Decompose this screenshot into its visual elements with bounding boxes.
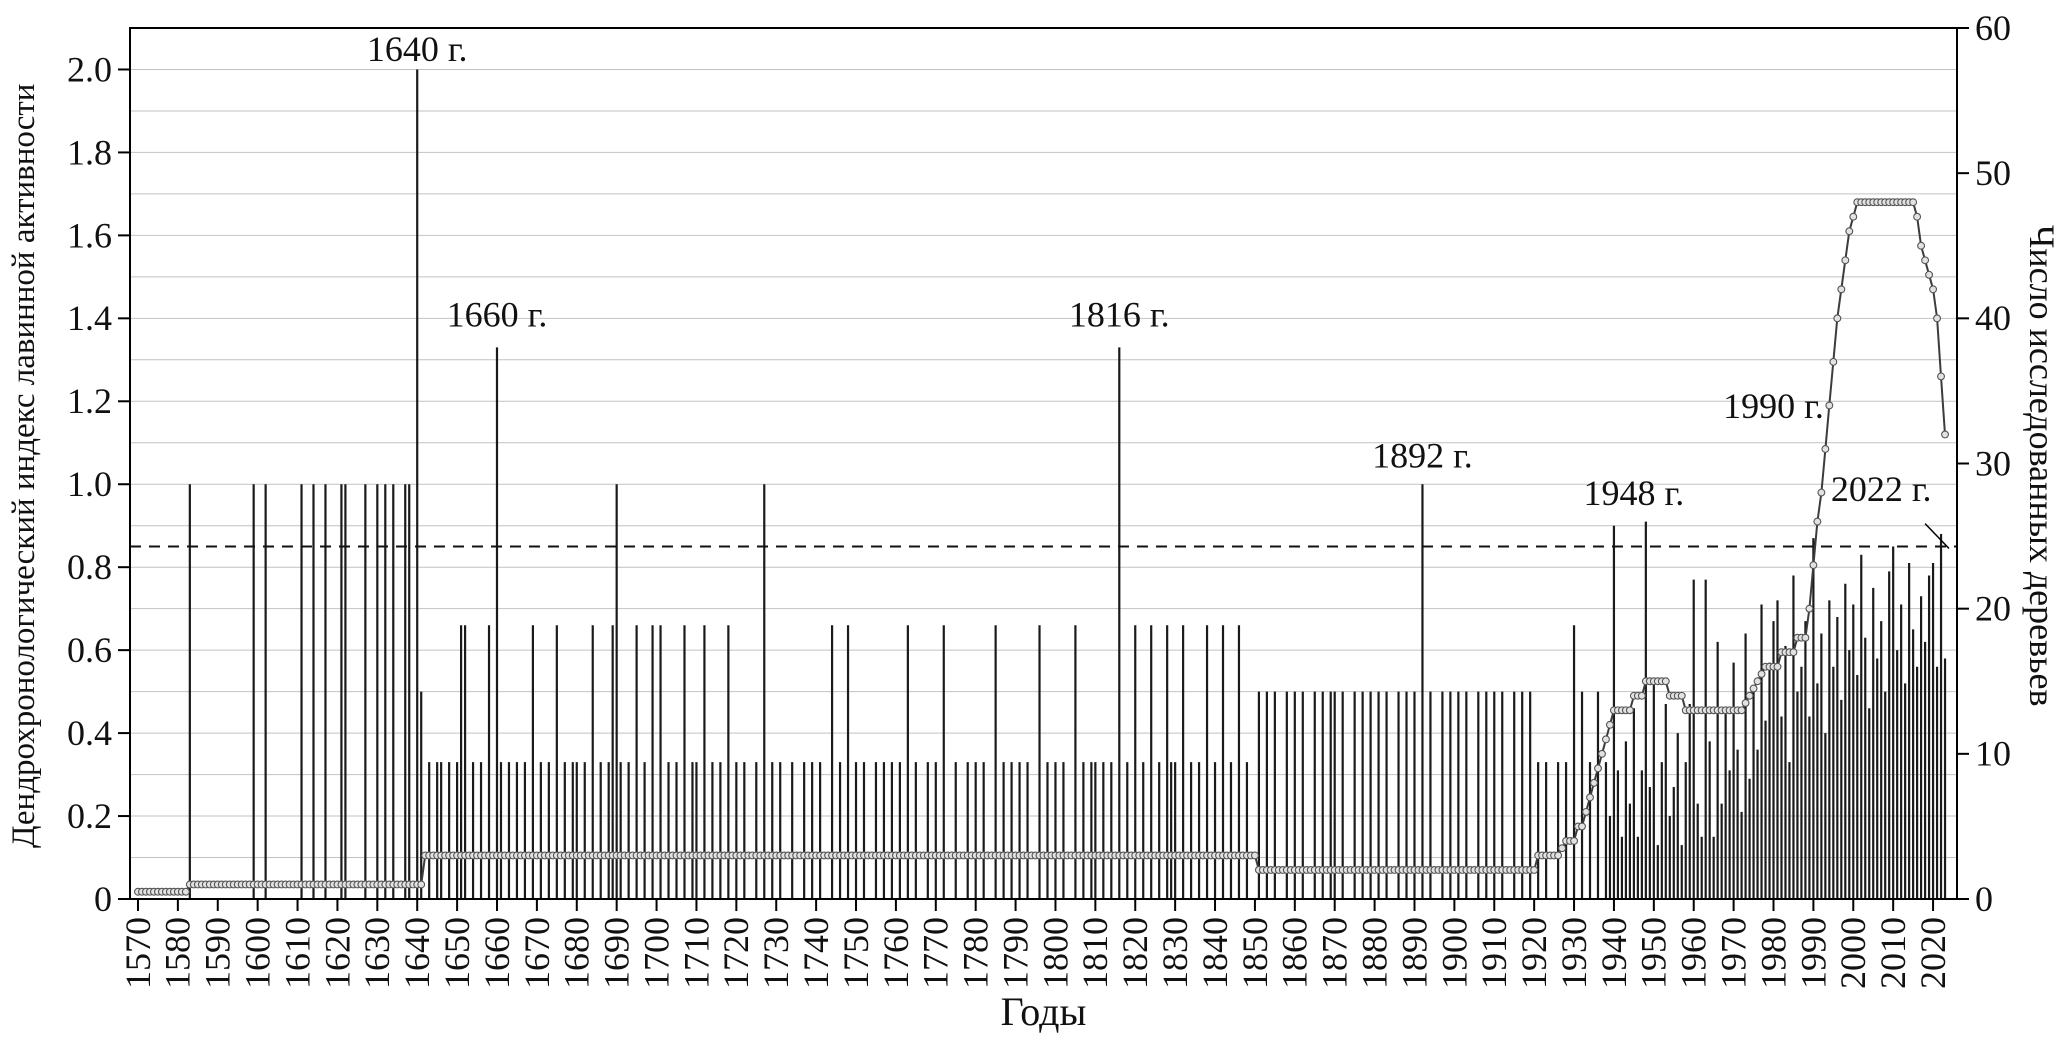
svg-text:1710: 1710: [676, 917, 716, 989]
svg-text:1640: 1640: [397, 917, 437, 989]
svg-text:2010: 2010: [1873, 917, 1913, 989]
svg-text:1920: 1920: [1514, 917, 1554, 989]
right-axis-title: Число исследованных деревьев: [2022, 224, 2062, 707]
svg-text:2000: 2000: [1833, 917, 1873, 989]
svg-text:1.8: 1.8: [67, 132, 112, 172]
svg-text:1890: 1890: [1394, 917, 1434, 989]
svg-text:1880: 1880: [1354, 917, 1394, 989]
svg-text:1990: 1990: [1793, 917, 1833, 989]
svg-text:1580: 1580: [158, 917, 198, 989]
svg-text:1790: 1790: [995, 917, 1035, 989]
svg-text:1948 г.: 1948 г.: [1584, 473, 1685, 513]
svg-text:0.2: 0.2: [67, 796, 112, 836]
svg-text:1870: 1870: [1315, 917, 1355, 989]
svg-text:1900: 1900: [1434, 917, 1474, 989]
svg-text:1760: 1760: [876, 917, 916, 989]
svg-text:1816 г.: 1816 г.: [1069, 295, 1170, 335]
svg-text:2022 г.: 2022 г.: [1831, 469, 1932, 509]
svg-text:1610: 1610: [277, 917, 317, 989]
svg-text:1930: 1930: [1554, 917, 1594, 989]
svg-text:2.0: 2.0: [67, 49, 112, 89]
svg-text:1570: 1570: [118, 917, 158, 989]
svg-text:1700: 1700: [636, 917, 676, 989]
svg-text:30: 30: [1975, 443, 2011, 483]
svg-text:1892 г.: 1892 г.: [1372, 436, 1473, 476]
svg-text:0.4: 0.4: [67, 713, 112, 753]
svg-text:1650: 1650: [437, 917, 477, 989]
svg-text:1830: 1830: [1155, 917, 1195, 989]
svg-text:0.6: 0.6: [67, 630, 112, 670]
svg-text:1910: 1910: [1474, 917, 1514, 989]
svg-text:2020: 2020: [1913, 917, 1953, 989]
svg-text:1730: 1730: [756, 917, 796, 989]
svg-text:1740: 1740: [796, 917, 836, 989]
svg-text:1620: 1620: [317, 917, 357, 989]
svg-text:1800: 1800: [1035, 917, 1075, 989]
svg-text:1950: 1950: [1634, 917, 1674, 989]
svg-text:1960: 1960: [1674, 917, 1714, 989]
svg-text:0.8: 0.8: [67, 547, 112, 587]
svg-text:1.6: 1.6: [67, 215, 112, 255]
svg-text:20: 20: [1975, 589, 2011, 629]
svg-text:1990 г.: 1990 г.: [1723, 386, 1824, 426]
svg-text:1720: 1720: [716, 917, 756, 989]
svg-text:1.4: 1.4: [67, 298, 112, 338]
svg-text:1980: 1980: [1753, 917, 1793, 989]
svg-text:1750: 1750: [836, 917, 876, 989]
svg-text:1.2: 1.2: [67, 381, 112, 421]
svg-text:1590: 1590: [198, 917, 238, 989]
svg-text:50: 50: [1975, 153, 2011, 193]
svg-text:1780: 1780: [956, 917, 996, 989]
svg-text:1640 г.: 1640 г.: [367, 29, 468, 69]
svg-text:0: 0: [94, 879, 112, 919]
svg-text:1690: 1690: [597, 917, 637, 989]
svg-text:0: 0: [1975, 879, 1993, 919]
x-axis-title: Годы: [1000, 989, 1087, 1034]
svg-text:1860: 1860: [1275, 917, 1315, 989]
svg-text:1970: 1970: [1713, 917, 1753, 989]
svg-text:60: 60: [1975, 8, 2011, 48]
svg-text:1680: 1680: [557, 917, 597, 989]
left-axis-title: Дендрохронологический индекс лавинной ак…: [6, 83, 42, 848]
svg-text:1.0: 1.0: [67, 464, 112, 504]
svg-text:1850: 1850: [1235, 917, 1275, 989]
svg-text:10: 10: [1975, 734, 2011, 774]
svg-text:1630: 1630: [357, 917, 397, 989]
svg-text:1940: 1940: [1594, 917, 1634, 989]
svg-text:1670: 1670: [517, 917, 557, 989]
svg-text:1660: 1660: [477, 917, 517, 989]
svg-text:1600: 1600: [238, 917, 278, 989]
svg-text:1810: 1810: [1075, 917, 1115, 989]
svg-text:1840: 1840: [1195, 917, 1235, 989]
svg-text:1820: 1820: [1115, 917, 1155, 989]
svg-text:40: 40: [1975, 298, 2011, 338]
svg-text:1770: 1770: [916, 917, 956, 989]
svg-text:1660 г.: 1660 г.: [447, 295, 548, 335]
